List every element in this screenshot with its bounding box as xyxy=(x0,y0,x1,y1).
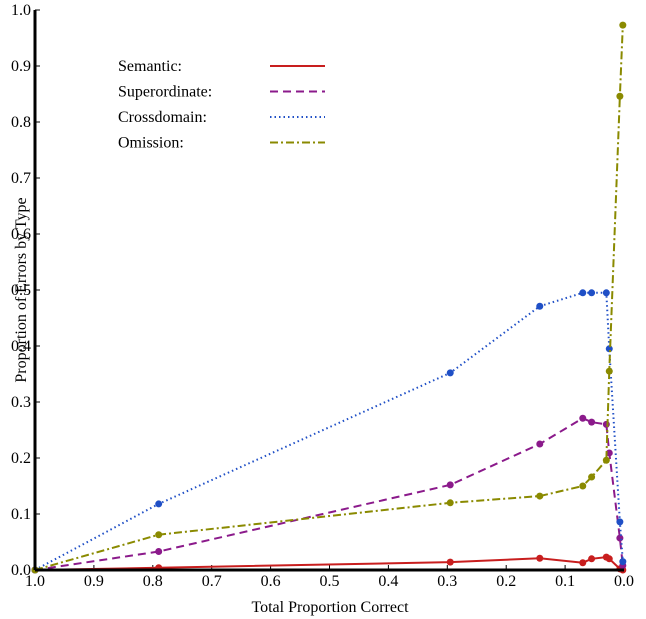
data-point xyxy=(155,548,163,556)
data-point xyxy=(588,289,596,297)
y-tick-label: 0.8 xyxy=(11,114,31,131)
data-point xyxy=(579,414,587,422)
y-tick-label: 0.6 xyxy=(11,226,31,243)
x-tick-label: 0.7 xyxy=(202,573,222,590)
data-point xyxy=(619,558,627,566)
data-point xyxy=(155,500,163,508)
y-tick-label: 0.1 xyxy=(11,506,31,523)
y-tick-label: 0.7 xyxy=(11,170,31,187)
data-point xyxy=(602,420,610,428)
x-tick-label: 1.0 xyxy=(25,573,45,590)
x-tick-label: 0.2 xyxy=(496,573,516,590)
series-line xyxy=(34,25,624,571)
x-axis-label: Total Proportion Correct xyxy=(251,599,409,616)
y-tick-label: 1.0 xyxy=(11,2,31,19)
data-point xyxy=(446,558,454,566)
data-point xyxy=(616,92,624,100)
data-point xyxy=(616,518,624,526)
data-point xyxy=(536,554,544,562)
y-tick-label: 0.4 xyxy=(11,338,31,355)
x-tick-label: 0.3 xyxy=(437,573,457,590)
legend-label: Semantic: xyxy=(118,58,182,75)
series-line xyxy=(34,556,624,571)
data-point xyxy=(588,473,596,481)
data-point xyxy=(579,559,587,567)
y-tick-label: 0.5 xyxy=(11,282,31,299)
data-point xyxy=(446,481,454,489)
data-point xyxy=(536,440,544,448)
data-point xyxy=(579,482,587,490)
data-point xyxy=(588,418,596,426)
y-tick-label: 0.2 xyxy=(11,450,31,467)
legend-label: Superordinate: xyxy=(118,84,212,101)
y-tick-label: 0.9 xyxy=(11,58,31,75)
data-point xyxy=(619,21,627,29)
x-tick-label: 0.5 xyxy=(320,573,340,590)
data-point xyxy=(536,302,544,310)
y-axis-label: Proportion of Errors by Type xyxy=(13,197,30,382)
data-point xyxy=(588,555,596,563)
data-point xyxy=(605,555,613,563)
data-point xyxy=(602,289,610,297)
data-point xyxy=(616,534,624,542)
x-tick-label: 0.1 xyxy=(555,573,575,590)
series-line xyxy=(34,417,624,571)
data-point xyxy=(602,456,610,464)
data-point xyxy=(536,492,544,500)
legend-label: Crossdomain: xyxy=(118,109,207,126)
series-line xyxy=(34,291,624,571)
data-point xyxy=(446,499,454,507)
y-tick-label: 0.0 xyxy=(11,562,31,579)
x-tick-label: 0.4 xyxy=(378,573,398,590)
x-tick-label: 0.6 xyxy=(261,573,281,590)
data-point xyxy=(605,367,613,375)
x-tick-label: 0.9 xyxy=(84,573,104,590)
data-point xyxy=(155,531,163,539)
y-tick-label: 0.3 xyxy=(11,394,31,411)
data-point xyxy=(446,369,454,377)
x-tick-label: 0.0 xyxy=(614,573,634,590)
data-point xyxy=(579,289,587,297)
legend-label: Omission: xyxy=(118,135,184,152)
x-tick-label: 0.8 xyxy=(143,573,163,590)
